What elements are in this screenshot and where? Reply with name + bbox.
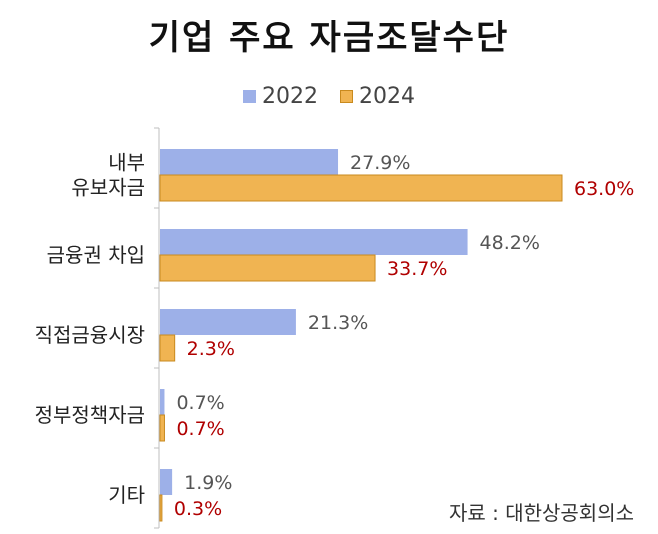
data-label-2024: 2.3%: [187, 338, 235, 360]
data-label-2024: 0.7%: [176, 418, 224, 440]
bar-2022: [160, 389, 165, 415]
data-label-2022: 27.9%: [350, 152, 410, 174]
data-label-2024: 0.3%: [174, 498, 222, 520]
bar-2022: [160, 309, 296, 335]
data-label-2022: 21.3%: [308, 312, 368, 334]
legend: 2022 2024: [0, 84, 658, 109]
category-label: 내부: [108, 151, 145, 175]
bar-2024: [159, 254, 376, 282]
legend-item-2022: 2022: [243, 84, 318, 109]
bar-2022: [160, 469, 173, 495]
data-label-2022: 1.9%: [184, 472, 232, 494]
legend-label-2024: 2024: [359, 84, 415, 109]
data-label-2024: 63.0%: [574, 178, 634, 200]
category-label: 기타: [108, 483, 145, 507]
bar-2022: [160, 229, 468, 255]
bar-2024: [159, 174, 563, 202]
legend-item-2024: 2024: [340, 84, 415, 109]
data-label-2024: 33.7%: [387, 258, 447, 280]
legend-swatch-2024: [340, 90, 353, 103]
legend-swatch-2022: [243, 90, 256, 103]
category-label: 금융권 차입: [47, 243, 145, 267]
bar-2024: [159, 334, 176, 362]
source-note: 자료 : 대한상공회의소: [448, 501, 634, 525]
legend-label-2022: 2022: [262, 84, 318, 109]
bar-2024: [159, 494, 163, 522]
category-label: 정부정책자금: [35, 403, 145, 427]
category-label: 직접금융시장: [35, 323, 145, 347]
data-label-2022: 48.2%: [480, 232, 540, 254]
data-label-2022: 0.7%: [176, 392, 224, 414]
bar-2022: [160, 149, 339, 175]
bar-2024: [159, 414, 165, 442]
chart-title: 기업 주요 자금조달수단: [148, 18, 510, 58]
category-label: 유보자금: [71, 176, 145, 200]
